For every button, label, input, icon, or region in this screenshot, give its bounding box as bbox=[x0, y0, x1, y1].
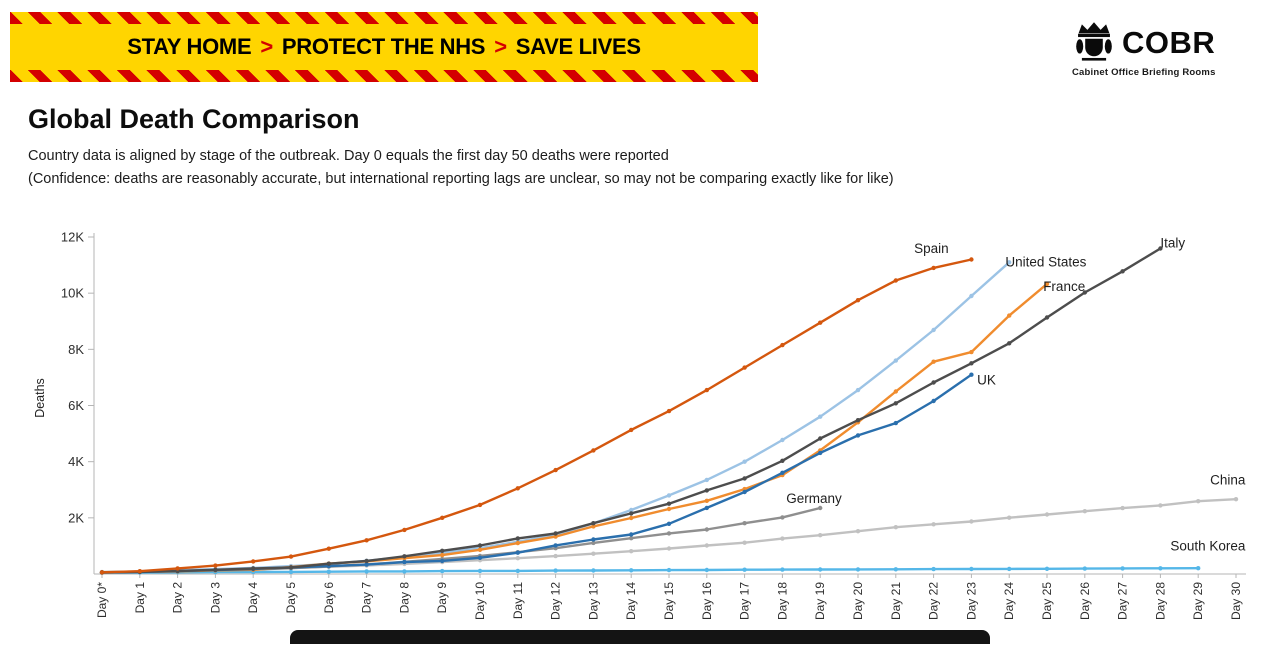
hazard-stripe-bottom bbox=[10, 70, 758, 82]
svg-text:Day 14: Day 14 bbox=[624, 582, 638, 620]
slogan-save-lives: SAVE LIVES bbox=[515, 34, 641, 59]
svg-text:Deaths: Deaths bbox=[33, 378, 47, 418]
svg-text:Day 6: Day 6 bbox=[322, 582, 336, 614]
campaign-slogan: STAY HOME > PROTECT THE NHS > SAVE LIVES bbox=[10, 24, 758, 70]
cobr-wordmark: COBR bbox=[1122, 24, 1216, 60]
svg-text:Germany: Germany bbox=[786, 491, 842, 506]
svg-text:Day 9: Day 9 bbox=[435, 582, 449, 614]
svg-text:2K: 2K bbox=[68, 510, 84, 525]
svg-text:Day 29: Day 29 bbox=[1191, 582, 1205, 620]
svg-text:Day 25: Day 25 bbox=[1040, 582, 1054, 620]
chevron-separator-icon: > bbox=[494, 34, 507, 59]
svg-text:Day 12: Day 12 bbox=[549, 582, 563, 620]
svg-text:10K: 10K bbox=[61, 286, 84, 301]
slogan-stay-home: STAY HOME bbox=[127, 34, 252, 59]
line-chart-canvas: 2K 4K 6K 8K 10K 12K Day 0* Day 1 Day 2 Day 3 Day 4… bbox=[33, 230, 1246, 620]
svg-text:Day 1: Day 1 bbox=[133, 582, 147, 614]
svg-text:UK: UK bbox=[977, 372, 996, 387]
page-title: Global Death Comparison bbox=[28, 104, 360, 134]
svg-text:Day 28: Day 28 bbox=[1153, 582, 1167, 620]
svg-text:Day 17: Day 17 bbox=[738, 582, 752, 620]
svg-text:Day 23: Day 23 bbox=[964, 582, 978, 620]
svg-text:Day 26: Day 26 bbox=[1078, 582, 1092, 620]
svg-text:Day 21: Day 21 bbox=[889, 582, 903, 620]
svg-text:Day 16: Day 16 bbox=[700, 582, 714, 620]
svg-text:Day 5: Day 5 bbox=[284, 582, 298, 614]
svg-text:Day 0*: Day 0* bbox=[95, 582, 109, 618]
svg-text:4K: 4K bbox=[68, 454, 84, 469]
svg-text:Day 10: Day 10 bbox=[473, 582, 487, 620]
royal-crest-icon bbox=[1076, 22, 1112, 61]
svg-text:Day 30: Day 30 bbox=[1229, 582, 1243, 620]
slogan-protect-nhs: PROTECT THE NHS bbox=[281, 34, 486, 59]
cobr-subtitle: Cabinet Office Briefing Rooms bbox=[1072, 67, 1216, 78]
svg-text:6K: 6K bbox=[68, 398, 84, 413]
chart-subtitle-line1: Country data is aligned by stage of the … bbox=[28, 148, 669, 164]
svg-text:Day 2: Day 2 bbox=[171, 582, 185, 614]
death-comparison-chart: 2K 4K 6K 8K 10K 12K Day 0* Day 1 Day 2 Day 3 Day 4… bbox=[28, 228, 1252, 640]
svg-text:8K: 8K bbox=[68, 342, 84, 357]
svg-text:Day 4: Day 4 bbox=[246, 582, 260, 614]
svg-text:Day 15: Day 15 bbox=[662, 582, 676, 620]
hazard-stripe-top bbox=[10, 12, 758, 24]
svg-text:Day 22: Day 22 bbox=[927, 582, 941, 620]
svg-text:Day 20: Day 20 bbox=[851, 582, 865, 620]
svg-text:South Korea: South Korea bbox=[1170, 539, 1246, 554]
svg-text:Day 13: Day 13 bbox=[586, 582, 600, 620]
campaign-banner: STAY HOME > PROTECT THE NHS > SAVE LIVES bbox=[10, 12, 758, 82]
svg-text:France: France bbox=[1043, 279, 1085, 294]
svg-text:Day 3: Day 3 bbox=[208, 582, 222, 614]
cobr-logo: COBR Cabinet Office Briefing Rooms bbox=[1072, 20, 1252, 78]
svg-text:12K: 12K bbox=[61, 230, 84, 245]
bottom-overlay-bar bbox=[290, 630, 990, 644]
svg-text:China: China bbox=[1210, 473, 1246, 488]
svg-text:Day 24: Day 24 bbox=[1002, 582, 1016, 620]
svg-text:Spain: Spain bbox=[914, 241, 949, 256]
svg-text:Day 27: Day 27 bbox=[1116, 582, 1130, 620]
svg-text:Italy: Italy bbox=[1160, 235, 1185, 250]
svg-text:Day 8: Day 8 bbox=[397, 582, 411, 614]
svg-text:Day 18: Day 18 bbox=[775, 582, 789, 620]
svg-text:Day 11: Day 11 bbox=[511, 582, 525, 619]
chart-subtitle-line2: (Confidence: deaths are reasonably accur… bbox=[28, 171, 894, 187]
chevron-separator-icon: > bbox=[260, 34, 273, 59]
svg-text:United States: United States bbox=[1005, 255, 1086, 270]
svg-text:Day 19: Day 19 bbox=[813, 582, 827, 620]
svg-text:Day 7: Day 7 bbox=[360, 582, 374, 614]
